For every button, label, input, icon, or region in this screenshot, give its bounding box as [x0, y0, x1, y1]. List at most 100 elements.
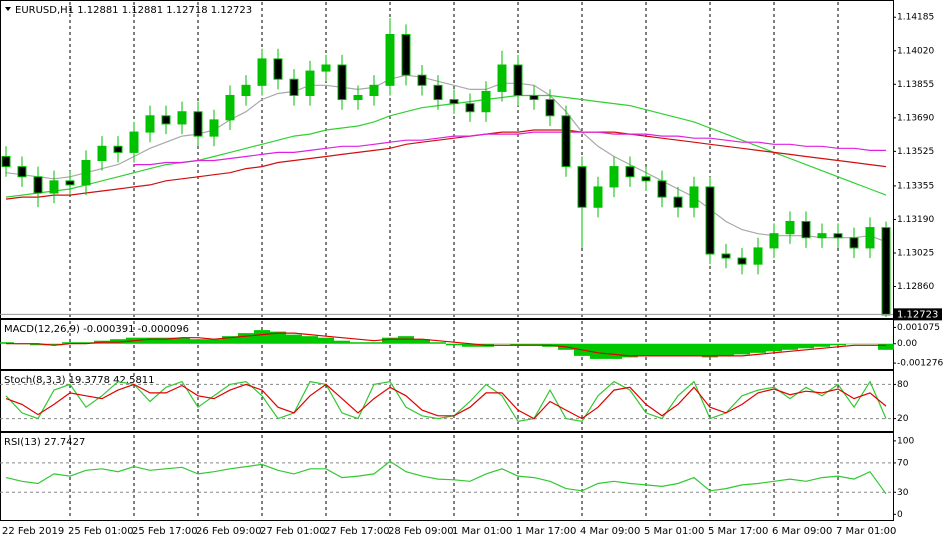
- panel-frame: [0, 370, 894, 432]
- candle-body: [417, 74, 427, 86]
- x-tick-label: 26 Feb 09:00: [196, 526, 262, 537]
- macd-bar: [350, 342, 366, 344]
- x-tick-label: 1 Mar 17:00: [516, 526, 576, 537]
- indicator-title: RSI(13) 27.7427: [4, 437, 85, 448]
- candle-body: [241, 84, 251, 96]
- moving-average: [134, 131, 886, 166]
- y-tick-label: 1.14020: [897, 46, 934, 56]
- candle-body: [305, 70, 315, 96]
- macd-bar: [302, 336, 318, 344]
- indicator-title: Stoch(8,3,3) 19.3778 42.5811: [4, 375, 155, 386]
- y-tick-label: 0.001075: [897, 323, 940, 333]
- macd-bar: [334, 340, 350, 344]
- macd-bar: [78, 342, 94, 344]
- candle-body: [849, 237, 859, 249]
- y-tick-label: 70: [897, 458, 909, 468]
- macd-bar: [654, 343, 670, 356]
- indicator-line: [5, 460, 887, 495]
- macd-bar: [782, 343, 798, 350]
- macd-bar: [798, 343, 814, 349]
- x-tick-label: 4 Mar 09:00: [580, 526, 640, 537]
- candle-body: [193, 111, 203, 137]
- macd-bar: [318, 337, 334, 344]
- macd-bar: [414, 339, 430, 344]
- candle-body: [145, 115, 155, 133]
- macd-bar: [206, 339, 222, 344]
- candle-body: [369, 84, 379, 96]
- macd-bar: [862, 343, 878, 345]
- candle-body: [705, 186, 715, 255]
- candle-body: [49, 180, 59, 194]
- candle-body: [625, 166, 635, 178]
- candle-body: [881, 227, 891, 316]
- macd-bar: [718, 343, 734, 356]
- symbol-icon: [5, 7, 11, 11]
- candle-body: [353, 94, 363, 101]
- y-tick-label: 0: [897, 510, 903, 520]
- candle-body: [465, 103, 475, 113]
- x-tick-label: 27 Feb 01:00: [260, 526, 326, 537]
- candle-body: [593, 186, 603, 208]
- x-tick-label: 25 Feb 17:00: [132, 526, 198, 537]
- y-tick-label: 100: [897, 436, 914, 446]
- candle-body: [481, 90, 491, 113]
- candle-body: [721, 253, 731, 259]
- candle-body: [801, 220, 811, 239]
- macd-bar: [494, 343, 510, 345]
- macd-bar: [270, 331, 286, 344]
- candle-body: [65, 180, 75, 186]
- macd-bar: [846, 343, 862, 345]
- y-tick-label: 1.14185: [897, 13, 934, 23]
- candle-body: [753, 247, 763, 265]
- candle-body: [209, 119, 219, 137]
- candle-body: [833, 233, 843, 239]
- x-tick-label: 22 Feb 2019: [2, 526, 64, 537]
- macd-bar: [222, 336, 238, 344]
- last-price-box: [894, 308, 942, 321]
- candle-body: [385, 34, 395, 86]
- macd-bar: [366, 342, 382, 344]
- macd-bar: [702, 343, 718, 358]
- candle-body: [1, 155, 11, 168]
- macd-bar: [46, 343, 62, 346]
- macd-bar: [238, 333, 254, 344]
- indicator-line: [5, 383, 887, 420]
- macd-bar: [398, 336, 414, 344]
- candle-body: [17, 166, 27, 178]
- candle-body: [129, 131, 139, 153]
- macd-bar: [430, 342, 446, 344]
- macd-bar: [606, 343, 622, 359]
- candle-body: [561, 115, 571, 168]
- y-tick-label: 20: [897, 414, 909, 424]
- y-tick-label: 1.13690: [897, 113, 934, 123]
- macd-bar: [446, 343, 462, 346]
- macd-bar: [622, 343, 638, 358]
- candle-body: [641, 176, 651, 182]
- x-tick-label: 7 Mar 01:00: [836, 526, 896, 537]
- panel-frame: [0, 0, 894, 319]
- y-tick-label: 30: [897, 488, 909, 498]
- macd-bar: [830, 343, 846, 346]
- candle-body: [161, 115, 171, 125]
- panel-borders: [0, 0, 894, 521]
- macd-bar: [110, 339, 126, 344]
- signal-line: [6, 332, 886, 357]
- candle-body: [81, 160, 91, 186]
- candle-body: [433, 84, 443, 101]
- moving-average: [5, 74, 887, 243]
- candle-body: [689, 186, 699, 208]
- last-price-label: 1.12723: [897, 309, 938, 320]
- candle-body: [577, 166, 587, 208]
- y-tick-label: 80: [897, 380, 909, 390]
- x-tick-label: 27 Feb 17:00: [324, 526, 390, 537]
- macd-bar: [638, 343, 654, 356]
- candle-body: [97, 145, 107, 162]
- macd-bar: [174, 337, 190, 344]
- candle-body: [337, 64, 347, 101]
- x-tick-label: 28 Feb 09:00: [388, 526, 454, 537]
- y-tick-label: 1.13355: [897, 181, 934, 191]
- candle-body: [817, 233, 827, 239]
- candle-body: [401, 34, 411, 76]
- candle-body: [673, 196, 683, 208]
